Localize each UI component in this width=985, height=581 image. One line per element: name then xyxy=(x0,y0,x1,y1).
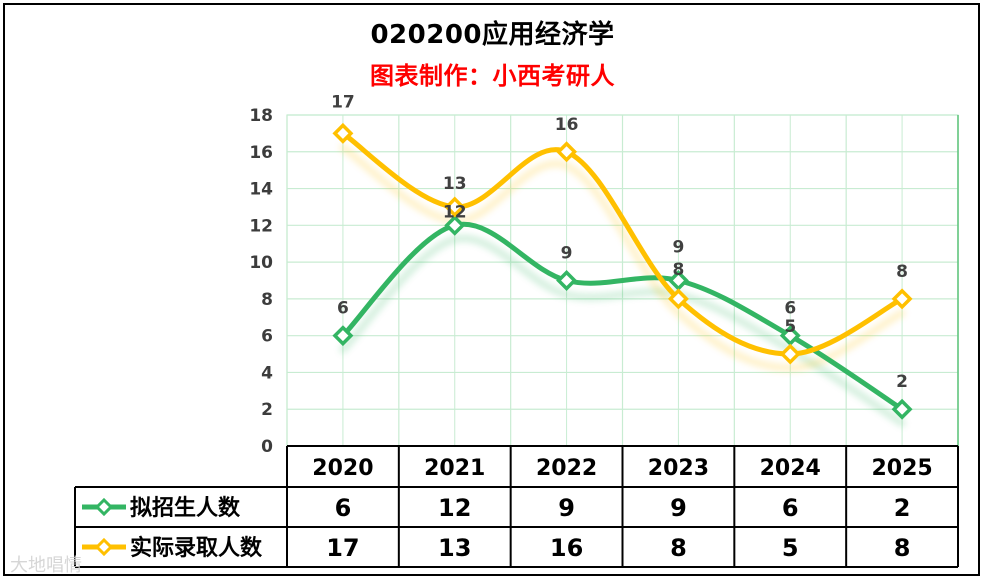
x-tick-label: 2025 xyxy=(871,456,932,481)
legend-key-marker xyxy=(94,497,114,517)
table-cell-value: 16 xyxy=(550,534,583,562)
data-label: 5 xyxy=(784,317,796,337)
data-point xyxy=(779,343,801,365)
data-point xyxy=(332,122,354,144)
data-label: 8 xyxy=(896,262,908,282)
data-point xyxy=(891,288,913,310)
data-point xyxy=(556,270,578,291)
series-line-1 xyxy=(340,221,905,412)
chart-title: 020200应用经济学 xyxy=(370,20,615,50)
y-tick-label: 8 xyxy=(261,290,273,310)
legend-label: 实际录取人数 xyxy=(130,535,263,561)
x-tick-label: 2023 xyxy=(648,456,709,481)
table-cell-value: 9 xyxy=(670,494,687,522)
table-cell-value: 8 xyxy=(894,534,911,562)
x-tick-label: 2022 xyxy=(536,456,597,481)
data-point xyxy=(667,288,689,310)
y-tick-label: 4 xyxy=(261,363,273,383)
legend-label: 拟招生人数 xyxy=(130,495,241,521)
data-label: 2 xyxy=(896,372,908,392)
y-tick-label: 2 xyxy=(261,400,273,420)
data-label: 8 xyxy=(672,260,684,280)
table-cell-value: 6 xyxy=(782,494,799,522)
data-label: 9 xyxy=(672,238,684,258)
data-point xyxy=(556,141,578,163)
chart-subtitle: 图表制作：小西考研人 xyxy=(370,62,615,90)
y-tick-label: 0 xyxy=(261,437,273,457)
data-point xyxy=(444,214,466,236)
table-cell-value: 13 xyxy=(438,534,471,562)
data-label: 6 xyxy=(337,299,349,319)
table-cell-value: 2 xyxy=(894,494,911,522)
y-tick-label: 18 xyxy=(249,106,273,126)
data-label: 6 xyxy=(784,299,796,319)
series-line-shadow xyxy=(339,143,906,372)
data-point xyxy=(444,196,466,218)
x-tick-label: 2021 xyxy=(424,456,485,481)
table-cell-value: 6 xyxy=(335,494,352,522)
data-label: 17 xyxy=(331,92,355,112)
table-cell-value: 8 xyxy=(670,534,687,562)
table-cell-value: 9 xyxy=(558,494,575,522)
series-line-shadow xyxy=(339,234,906,427)
chart-frame xyxy=(3,3,980,576)
data-label: 9 xyxy=(561,244,573,264)
table-cell-value: 17 xyxy=(326,534,359,562)
y-tick-label: 14 xyxy=(249,180,273,200)
data-label: 13 xyxy=(443,174,467,194)
y-tick-label: 16 xyxy=(249,143,273,163)
data-label: 16 xyxy=(555,115,579,135)
data-point xyxy=(891,398,913,420)
x-tick-label: 2020 xyxy=(312,456,373,481)
y-tick-label: 12 xyxy=(249,216,273,236)
y-tick-label: 10 xyxy=(249,253,273,273)
x-tick-label: 2024 xyxy=(760,456,821,481)
watermark: 大地唱情 xyxy=(10,555,82,576)
y-tick-label: 6 xyxy=(261,327,273,347)
legend-key-marker xyxy=(94,537,114,557)
table-cell-value: 12 xyxy=(438,494,471,522)
data-label: 12 xyxy=(443,202,467,222)
table-cell-value: 5 xyxy=(782,534,799,562)
data-point xyxy=(332,325,354,347)
